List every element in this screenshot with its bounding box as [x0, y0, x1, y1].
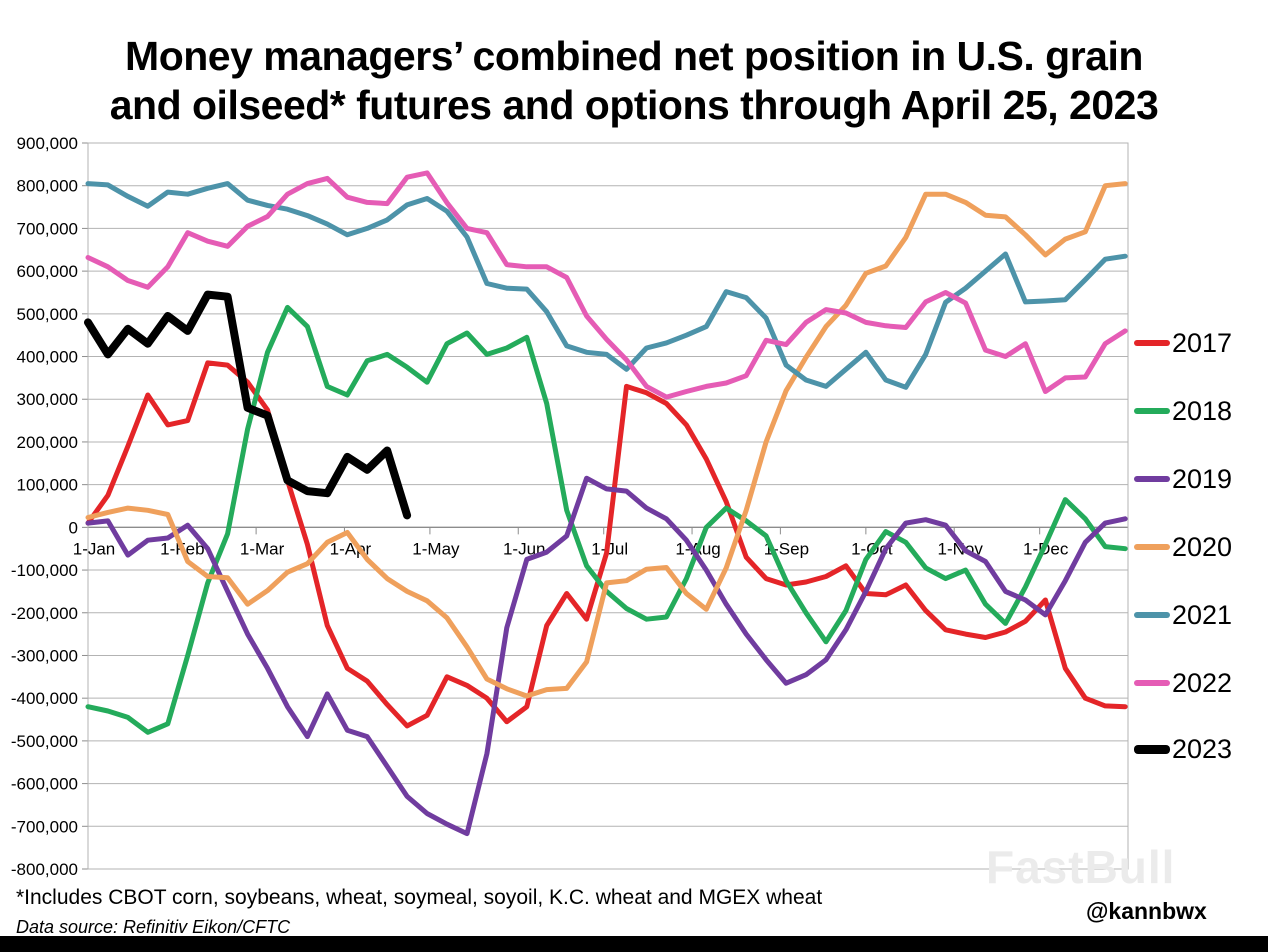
y-axis-labels: -800,000 -700,000 -600,000 -500,000 -400,000…: [11, 134, 78, 879]
y-tick-label: -600,000: [11, 775, 78, 794]
y-tick-label: 900,000: [17, 134, 78, 153]
y-tick-label: 500,000: [17, 305, 78, 324]
y-tick-label: -300,000: [11, 646, 78, 665]
y-tick-label: 300,000: [17, 390, 78, 409]
watermark: FastBull: [986, 841, 1176, 893]
x-tick-label: 1-Jan: [73, 539, 116, 558]
legend-swatch-2021: [1134, 612, 1170, 618]
y-tick-label: -500,000: [11, 732, 78, 751]
series-line-2019: [85, 475, 1128, 837]
legend-swatch-2019: [1134, 476, 1170, 482]
y-tick-label: -200,000: [11, 604, 78, 623]
y-tick-label: -100,000: [11, 561, 78, 580]
x-tick-label: 1-Jun: [503, 539, 546, 558]
y-tick-label: 200,000: [17, 433, 78, 452]
legend-label-2022: 2022: [1172, 667, 1233, 698]
footnote-data-source: Data source: Refinitiv Eikon/CFTC: [16, 917, 291, 937]
legend-entry-2021: 2021: [1134, 598, 1232, 632]
gridlines: [82, 142, 1128, 870]
legend-swatch-2020: [1134, 544, 1170, 550]
y-tick-label: 100,000: [17, 476, 78, 495]
legend-label-2017: 2017: [1172, 327, 1233, 358]
series-line-2023: [84, 290, 412, 520]
author-handle: @kannbwx: [1086, 898, 1207, 924]
legend-label-2019: 2019: [1172, 463, 1233, 494]
chart-title-line2: and oilseed* futures and options through…: [109, 82, 1159, 128]
legend-entry-2023: 2023: [1134, 732, 1232, 766]
y-tick-label: 0: [69, 518, 78, 537]
legend-entry-2017: 2017: [1134, 326, 1232, 360]
series-line-2022: [85, 170, 1128, 400]
bottom-black-bar: [0, 936, 1268, 952]
chart-title: Money managers’ combined net position in…: [0, 32, 1268, 130]
series-line-2017: [85, 360, 1128, 729]
legend-entry-2018: 2018: [1134, 394, 1232, 428]
legend-swatch-2018: [1134, 408, 1170, 414]
x-tick-label: 1-May: [412, 539, 460, 558]
legend-label-2020: 2020: [1172, 531, 1233, 562]
series-lines: [84, 170, 1128, 837]
y-tick-label: 800,000: [17, 177, 78, 196]
legend-entry-2020: 2020: [1134, 530, 1232, 564]
series-line-2020: [85, 181, 1128, 699]
x-tick-label: 1-Mar: [240, 539, 285, 558]
y-tick-label: -400,000: [11, 689, 78, 708]
legend-entry-2022: 2022: [1134, 666, 1232, 700]
plot-border: [87, 142, 1129, 870]
y-tick-label: -700,000: [11, 817, 78, 836]
x-tick-label: 1-Jul: [591, 539, 628, 558]
y-tick-label: 400,000: [17, 348, 78, 367]
legend-swatch-2022: [1134, 680, 1170, 686]
legend-entry-2019: 2019: [1134, 462, 1232, 496]
legend-label-2021: 2021: [1172, 599, 1233, 630]
legend-swatch-2023: [1134, 744, 1170, 754]
y-tick-label: -800,000: [11, 860, 78, 879]
footnote-includes: *Includes CBOT corn, soybeans, wheat, so…: [16, 886, 823, 909]
legend-swatch-2017: [1134, 340, 1170, 346]
chart-title-line1: Money managers’ combined net position in…: [125, 33, 1143, 79]
legend-label-2018: 2018: [1172, 395, 1233, 426]
y-tick-label: 700,000: [17, 219, 78, 238]
legend-label-2023: 2023: [1172, 733, 1233, 764]
y-tick-label: 600,000: [17, 262, 78, 281]
